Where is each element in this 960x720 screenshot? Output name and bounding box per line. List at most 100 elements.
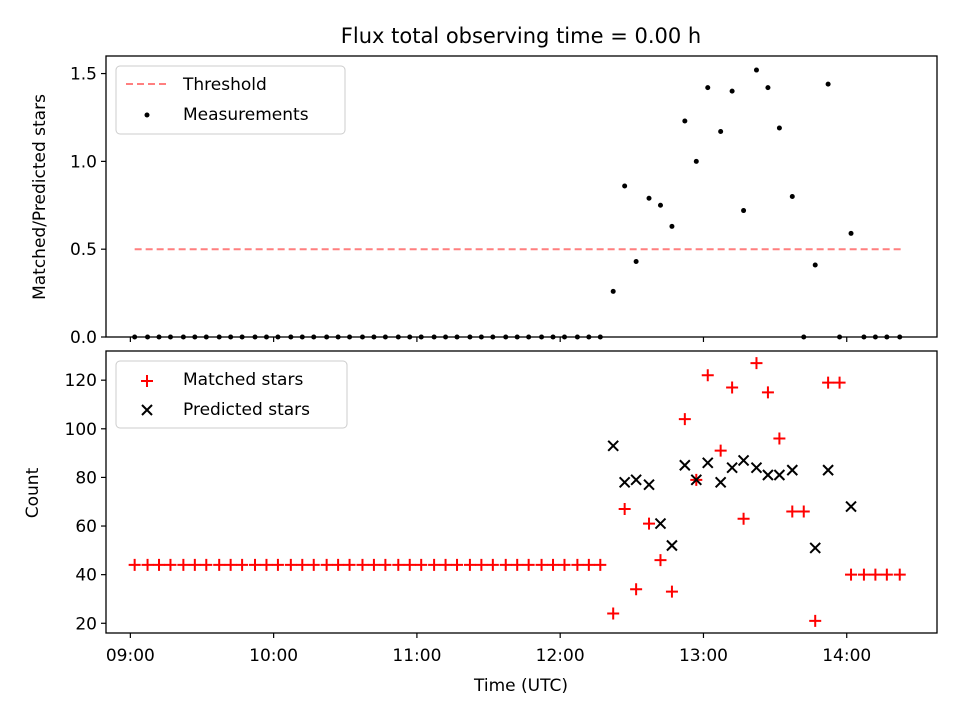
measurement-point [729, 88, 735, 94]
flux-ratio-legend: Threshold Measurements [115, 65, 346, 135]
star-count-xtick-label: 10:00 [249, 646, 298, 666]
measurement-point [132, 334, 138, 340]
star-count-xtick-label: 14:00 [822, 646, 871, 666]
star-count-ytick-label: 80 [75, 468, 97, 488]
matched-star-marker [833, 376, 846, 389]
measurement-point [478, 334, 484, 340]
legend-threshold-label: Threshold [182, 75, 267, 95]
measurement-point [335, 334, 341, 340]
measurement-point [395, 334, 401, 340]
measurement-point [801, 334, 807, 340]
legend-predicted-label: Predicted stars [183, 400, 310, 420]
measurement-point [812, 262, 818, 268]
measurement-point [669, 223, 675, 229]
predicted-star-marker [809, 542, 821, 554]
measurement-point [561, 334, 567, 340]
predicted-star-marker [607, 440, 619, 452]
matched-star-marker [750, 357, 763, 370]
matched-star-marker [153, 558, 166, 571]
measurement-point [454, 334, 460, 340]
matched-star-marker [535, 558, 548, 571]
measurement-point [657, 202, 663, 208]
matched-star-marker [343, 558, 356, 571]
measurement-point [180, 334, 186, 340]
matched-star-marker [307, 558, 320, 571]
predicted-star-marker [630, 474, 642, 486]
measurement-point [167, 334, 173, 340]
matched-star-marker [678, 413, 691, 426]
measurement-point [359, 334, 365, 340]
measurement-point [347, 334, 353, 340]
matched-star-marker [737, 512, 750, 525]
star-count-ytick-label: 40 [75, 566, 97, 586]
star-count-marks [128, 357, 906, 627]
measurement-point [597, 334, 603, 340]
matched-star-marker [284, 558, 297, 571]
measurement-point [741, 208, 747, 214]
flux-ratio-ytick-label: 0.5 [70, 240, 97, 260]
predicted-star-marker [845, 500, 857, 513]
flux-ratio-ylabel: Matched/Predicted stars [30, 94, 50, 300]
matched-star-marker [451, 558, 464, 571]
matched-star-marker [213, 558, 226, 571]
measurement-point [311, 334, 317, 340]
predicted-star-marker [726, 461, 738, 474]
matched-star-marker [665, 585, 678, 598]
measurement-point [443, 334, 449, 340]
measurement-point [753, 67, 759, 73]
predicted-star-marker [666, 539, 678, 552]
matched-star-marker [236, 558, 249, 571]
predicted-star-marker [618, 476, 631, 488]
matched-star-marker [869, 568, 882, 581]
matched-star-marker [392, 558, 405, 571]
measurement-point [299, 334, 305, 340]
matched-star-marker [786, 505, 799, 518]
matched-star-marker [356, 558, 369, 571]
measurement-point [216, 334, 222, 340]
star-count-ticks: 20 40 60 80 100 120 09:00 10:00 11:00 12:00 13:00 1… [65, 371, 872, 666]
measurement-point [503, 334, 509, 340]
legend-box [115, 65, 346, 135]
star-count-xtick-label: 09:00 [106, 646, 155, 666]
measurement-point [263, 334, 269, 340]
measurement-point [539, 334, 545, 340]
measurement-point [228, 334, 234, 340]
matched-star-marker [260, 558, 273, 571]
measurement-point [848, 230, 854, 236]
matched-star-marker [141, 558, 154, 571]
flux-ratio-ytick-label: 1.5 [70, 65, 97, 85]
legend-matched-label: Matched stars [183, 370, 303, 390]
predicted-star-marker [654, 517, 667, 530]
measurement-point [693, 158, 699, 164]
matched-star-marker [499, 558, 512, 571]
measurement-point [705, 85, 711, 91]
matched-star-marker [607, 607, 620, 620]
chart-title: Flux total observing time = 0.00 h [341, 24, 701, 48]
matched-star-marker [558, 558, 571, 571]
measurement-point [252, 334, 258, 340]
matched-star-marker [320, 558, 333, 571]
matched-star-marker [571, 558, 584, 571]
measurement-point [550, 334, 556, 340]
legend-matched-swatch [141, 375, 153, 387]
measurement-point [622, 183, 628, 189]
star-count-ytick-label: 120 [65, 371, 97, 391]
star-count-ytick-label: 100 [65, 420, 97, 440]
matched-star-marker [880, 568, 893, 581]
matched-star-marker [643, 517, 656, 530]
measurement-point [872, 334, 878, 340]
predicted-star-marker [750, 461, 763, 474]
star-count-xtick-label: 12:00 [536, 646, 585, 666]
matched-star-marker [164, 558, 177, 571]
measurement-point [382, 334, 388, 340]
matched-star-marker [582, 558, 595, 571]
measurement-point [682, 118, 688, 124]
flux-ratio-panel: 0.0 0.5 1.0 1.5 Matched/Predicted stars Thr… [30, 55, 938, 348]
star-count-ytick-label: 20 [75, 614, 97, 634]
measurement-point [371, 334, 377, 340]
matched-star-marker [893, 568, 906, 581]
measurement-point [203, 334, 209, 340]
measurement-point [586, 334, 592, 340]
predicted-star-marker [714, 476, 727, 488]
